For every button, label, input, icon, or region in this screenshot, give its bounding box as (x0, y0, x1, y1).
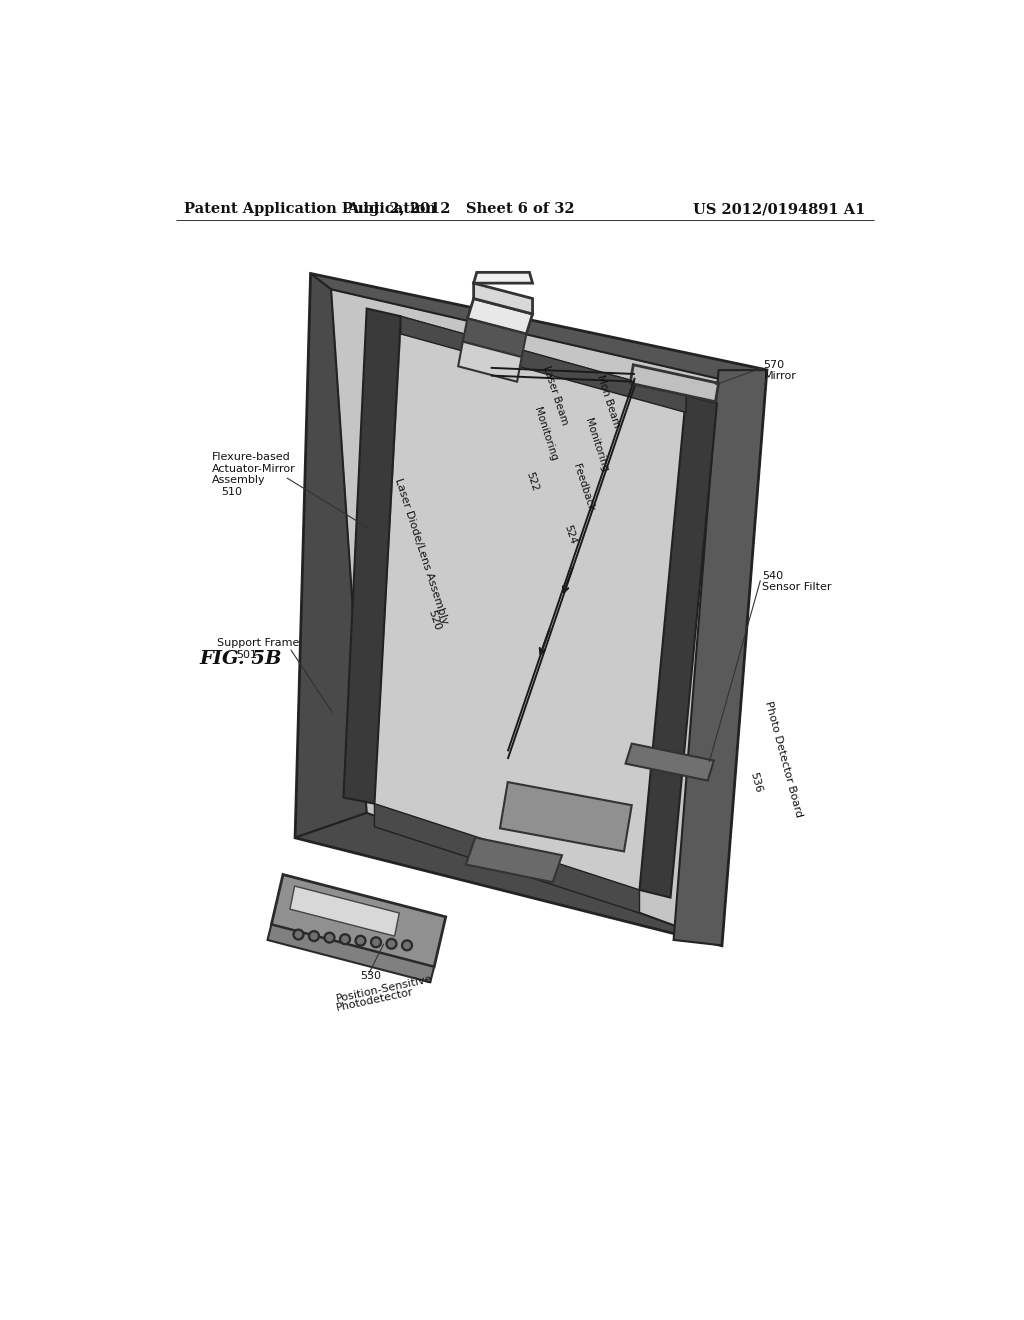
Polygon shape (375, 804, 640, 913)
Circle shape (386, 939, 397, 949)
Polygon shape (640, 396, 717, 898)
Circle shape (371, 937, 381, 948)
Polygon shape (500, 781, 632, 851)
Circle shape (403, 942, 410, 949)
Circle shape (293, 929, 304, 940)
Circle shape (342, 936, 348, 942)
Text: Support Frame: Support Frame (217, 639, 299, 648)
Text: Laser Beam: Laser Beam (542, 364, 570, 426)
Text: 501: 501 (237, 649, 257, 660)
Polygon shape (375, 317, 686, 890)
Text: Position-Sensitive: Position-Sensitive (336, 973, 434, 1003)
Text: Monitoring: Monitoring (531, 405, 558, 462)
Circle shape (388, 941, 394, 946)
Polygon shape (295, 275, 767, 945)
Text: 510: 510 (221, 487, 242, 496)
Polygon shape (311, 275, 767, 385)
Polygon shape (290, 886, 399, 936)
Polygon shape (267, 924, 434, 982)
Polygon shape (467, 298, 532, 334)
Circle shape (327, 935, 333, 941)
Polygon shape (474, 284, 532, 314)
Polygon shape (466, 837, 562, 882)
Text: Photo Detector Board: Photo Detector Board (764, 700, 804, 818)
Text: Laser Diode/Lens Assembly: Laser Diode/Lens Assembly (392, 477, 450, 626)
Text: Patent Application Publication: Patent Application Publication (183, 202, 436, 216)
Text: Mon Beam: Mon Beam (595, 374, 622, 429)
Polygon shape (630, 364, 719, 401)
Polygon shape (331, 289, 748, 936)
Text: US 2012/0194891 A1: US 2012/0194891 A1 (693, 202, 866, 216)
Circle shape (355, 936, 366, 946)
Polygon shape (458, 342, 521, 381)
Polygon shape (463, 318, 526, 358)
Text: Assembly: Assembly (212, 475, 265, 486)
Text: Sensor Filter: Sensor Filter (762, 582, 831, 591)
Polygon shape (626, 743, 714, 780)
Text: Aug. 2, 2012   Sheet 6 of 32: Aug. 2, 2012 Sheet 6 of 32 (347, 202, 575, 216)
Text: Photodetector: Photodetector (336, 987, 415, 1014)
Text: 570: 570 (764, 360, 784, 370)
Polygon shape (295, 813, 722, 945)
Polygon shape (674, 370, 767, 945)
Polygon shape (343, 309, 400, 804)
Text: 530: 530 (360, 972, 382, 981)
Polygon shape (271, 874, 445, 966)
Circle shape (311, 933, 317, 940)
Circle shape (324, 932, 335, 942)
Polygon shape (703, 370, 767, 945)
Text: Monitoring: Monitoring (583, 417, 609, 473)
Circle shape (357, 937, 364, 944)
Text: FIG. 5B: FIG. 5B (200, 649, 282, 668)
Circle shape (340, 933, 350, 945)
Circle shape (295, 932, 302, 937)
Text: Mirror: Mirror (764, 371, 797, 380)
Text: 522: 522 (524, 471, 541, 492)
Text: 536: 536 (748, 771, 763, 793)
Circle shape (373, 940, 379, 945)
Polygon shape (375, 334, 686, 890)
Text: Flexure-based: Flexure-based (212, 453, 291, 462)
Text: 540: 540 (762, 570, 783, 581)
Circle shape (308, 931, 319, 941)
Text: Actuator-Mirror: Actuator-Mirror (212, 463, 296, 474)
Text: 520: 520 (426, 609, 442, 632)
Polygon shape (295, 275, 367, 837)
Polygon shape (474, 272, 532, 284)
Circle shape (401, 940, 413, 950)
Text: Feedback: Feedback (571, 463, 596, 513)
Text: 524: 524 (562, 523, 578, 545)
Polygon shape (400, 317, 686, 412)
